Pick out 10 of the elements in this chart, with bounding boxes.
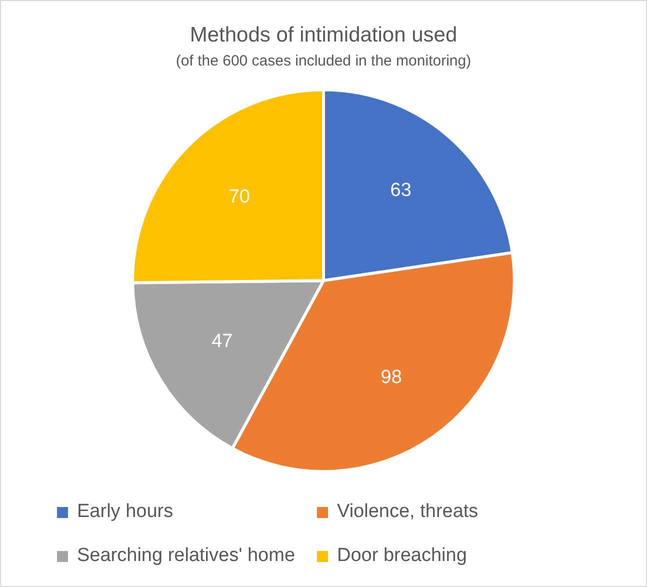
data-label: 63 xyxy=(390,180,412,202)
data-label: 47 xyxy=(212,330,233,352)
legend-label: Searching relatives' home xyxy=(77,545,296,567)
legend-label: Door breaching xyxy=(337,545,467,567)
legend-label: Violence, threats xyxy=(337,501,478,523)
data-label: 70 xyxy=(228,186,250,208)
chart-subtitle: (of the 600 cases included in the monitoring) xyxy=(176,52,472,70)
chart-title: Methods of intimidation used xyxy=(190,23,458,46)
data-label: 98 xyxy=(380,366,402,388)
legend-label: Early hours xyxy=(77,501,174,523)
